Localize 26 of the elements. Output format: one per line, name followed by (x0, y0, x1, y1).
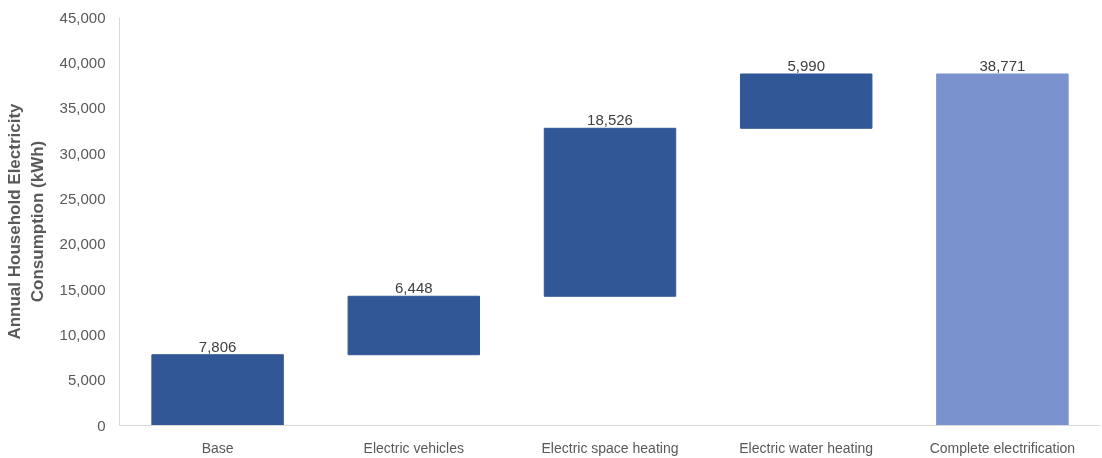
y-tick-label: 0 (97, 416, 106, 434)
y-tick-label: 15,000 (59, 280, 106, 298)
bar (543, 127, 677, 297)
bar (739, 73, 873, 129)
x-tick-label: Base (201, 439, 234, 456)
y-tick-label: 30,000 (59, 144, 106, 162)
y-tick-label: 10,000 (59, 325, 106, 343)
x-tick-label: Electric vehicles (363, 439, 464, 456)
y-tick-label: 40,000 (59, 53, 106, 71)
y-axis-title: Annual Household Electricity Consumption (kWh) (4, 102, 47, 340)
x-tick-label: Complete electrification (929, 439, 1076, 456)
y-tick-label: 35,000 (59, 99, 106, 117)
y-tick-label: 25,000 (59, 189, 106, 207)
x-tick-label: Electric water heating (739, 439, 874, 456)
y-tick-label: 20,000 (59, 235, 106, 253)
data-label: 38,771 (979, 56, 1026, 74)
data-label: 18,526 (587, 111, 633, 129)
y-tick-label: 5,000 (67, 371, 106, 389)
data-label: 7,806 (198, 337, 237, 355)
data-label: 5,990 (787, 56, 825, 74)
bar (347, 295, 481, 356)
y-tick-label: 45,000 (59, 8, 106, 26)
data-label: 6,448 (395, 279, 433, 297)
x-tick-label: Electric space heating (541, 439, 679, 456)
bar (936, 73, 1069, 426)
bar (151, 354, 284, 426)
